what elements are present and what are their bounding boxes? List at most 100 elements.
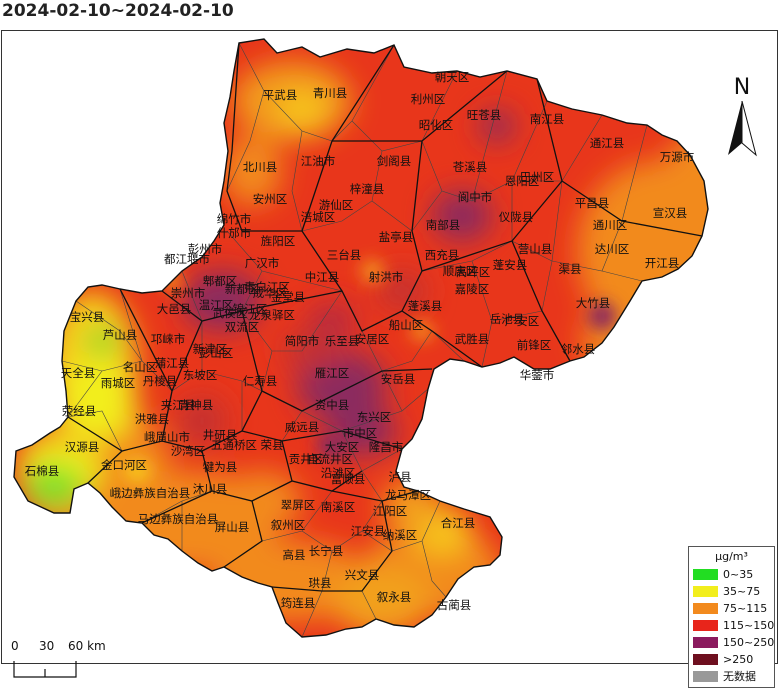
region-label: 通川区 [593,218,628,232]
region-label: 彭山区 [199,346,234,360]
region-label: 开江县 [645,256,680,270]
region-label: 犍为县 [203,460,238,474]
region-label: 夹江县 [161,398,196,412]
region-label: 大邑县 [157,302,192,316]
region-label: 古蔺县 [437,598,472,612]
north-arrow-icon [728,101,757,157]
region-label: 沿滩区 [321,466,356,480]
region-label: 翠屏区 [281,498,316,512]
region-label: 西充县 [425,248,460,262]
legend-swatch [693,619,718,631]
region-label: 朝天区 [435,70,470,84]
region-label: 平昌县 [575,196,610,210]
legend-label: 无数据 [723,670,756,683]
region-label: 嘉陵区 [455,282,490,296]
region-label: 邻水县 [561,342,596,356]
region-label: 广汉市 [245,256,280,270]
scale-bar-line [13,661,77,678]
region-label: 宣汉县 [653,206,688,220]
region-label: 旺苍县 [467,108,502,122]
region-label: 涪城区 [301,210,336,224]
region-label: 利州区 [411,92,446,106]
scale-tick-60: 60 km [68,639,106,653]
region-label: 蒲江县 [155,356,190,370]
region-label: 珙县 [309,576,332,590]
legend-label: 115~150 [723,618,775,632]
region-label: 平武县 [263,88,298,102]
region-label: 石棉县 [25,464,60,478]
region-label: 前锋区 [517,338,552,352]
region-label: 大安区 [325,440,360,454]
region-label: 绵竹市 [217,212,252,226]
region-label: 新都区 [225,282,260,296]
north-label: N [733,75,751,100]
region-label: 南江县 [530,112,565,126]
region-label: 中江县 [305,270,340,284]
region-label: 北川县 [243,160,278,174]
region-label: 什邡市 [217,226,252,240]
region-label: 青白江区 [244,280,290,294]
region-label: 广安区 [505,314,540,328]
region-label: 大竹县 [576,296,611,310]
region-label: 乐至县 [325,334,360,348]
region-label: 华蓥市 [520,368,555,382]
region-label: 丹棱县 [143,374,178,388]
region-label: 纳溪区 [383,528,418,542]
province-outline [13,38,709,638]
region-label: 龙泉驿区 [249,308,295,322]
region-label: 巴州区 [520,170,555,184]
region-label: 温江区 [199,298,234,312]
region-label: 叙州区 [271,518,306,532]
region-label: 梓潼县 [350,182,385,196]
region-label: 金堂县 [271,290,306,304]
legend-label: 75~115 [723,601,768,615]
legend-item: 无数据 [693,669,756,683]
region-label: 旌阳区 [261,234,296,248]
region-label: 锦江区 [233,302,268,316]
region-label: 资中县 [315,398,350,412]
region-label: 射洪市 [369,270,404,284]
region-label: 洪雅县 [135,412,170,426]
region-label: 安州区 [253,192,288,206]
region-label: 隆昌市 [369,440,404,454]
region-label: 宝兴县 [70,310,105,324]
region-label: 筠连县 [281,596,316,610]
region-label: 阆中市 [458,190,493,204]
legend-swatch [693,636,718,648]
region-label: 渠县 [559,262,582,276]
scale-bar: 0 30 60 km [10,639,130,687]
region-label: 达川区 [595,242,630,256]
legend: μg/m³ 0~35 35~75 75~115 115~150 150~250 >250 无… [688,546,775,688]
region-label: 三台县 [327,248,362,262]
region-label: 南部县 [426,218,461,232]
region-label: 武胜县 [455,332,490,346]
region-label: 合江县 [441,516,476,530]
region-label: 崇州市 [171,286,206,300]
legend-item: >250 [693,652,753,666]
region-label: 高坪区 [456,265,491,279]
region-label: 青川县 [313,86,348,100]
legend-label: >250 [723,652,754,666]
region-label: 武侯区 [213,306,248,320]
region-label: 剑阁县 [377,154,412,168]
region-label: 东坡区 [183,368,218,382]
region-label: 峨边彝族自治县 [110,486,191,500]
region-label: 荥经县 [62,404,97,418]
region-label: 恩阳区 [505,174,540,188]
region-label: 昭化区 [419,118,454,132]
region-label: 顺庆区 [443,264,478,278]
region-label: 富顺县 [331,472,366,486]
map-title: 2024-02-10~2024-02-10 [2,1,234,21]
region-label: 简阳市 [285,334,320,348]
region-label: 汉源县 [65,440,100,454]
region-label: 都江堰市 [164,252,210,266]
city-boundaries [67,42,703,592]
region-label: 江油市 [301,154,336,168]
region-label: 安居区 [355,332,390,346]
region-label: 贡井区 [289,452,324,466]
region-label: 船山区 [389,318,424,332]
region-label: 沙湾区 [171,444,206,458]
region-label: 屏山县 [215,520,250,534]
region-label: 彭州市 [188,242,223,256]
